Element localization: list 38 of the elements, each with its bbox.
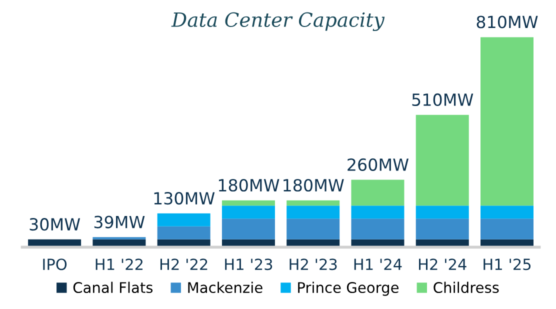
- annotation: 260MW: [348, 158, 409, 171]
- legend-label: Canal Flats: [73, 282, 153, 294]
- x-tick-label: H2 '22: [160, 258, 208, 270]
- bar: [351, 218, 404, 240]
- bar: [222, 206, 275, 219]
- bar: [480, 218, 534, 240]
- x-tick-label: IPO: [43, 258, 67, 270]
- bar: [416, 114, 469, 206]
- x-tick-label: H1 '23: [225, 258, 272, 270]
- bar: [416, 206, 469, 219]
- x-tick-label: H1 '24: [354, 258, 402, 270]
- x-tick-label: H1 '22: [96, 258, 143, 270]
- legend-label: Prince George: [298, 282, 399, 296]
- annotation: 180MW: [218, 178, 280, 192]
- bar: [480, 37, 534, 206]
- annotation: 510MW: [412, 93, 474, 106]
- bar: [222, 200, 275, 206]
- bar: [416, 218, 469, 240]
- bar: [157, 213, 210, 226]
- annotation: 810MW: [476, 16, 538, 28]
- bar: [157, 226, 210, 240]
- bar: [286, 200, 340, 206]
- annotation: 39MW: [94, 216, 145, 228]
- bar: [480, 206, 534, 219]
- bar: [286, 206, 340, 219]
- annotation: 130MW: [154, 192, 215, 205]
- x-tick-label: H2 '24: [419, 258, 466, 270]
- chart-title: Data Center Capacity: [171, 12, 385, 32]
- legend-label: Childress: [434, 282, 499, 294]
- x-tick-label: H1 '25: [484, 258, 531, 270]
- annotation: 180MW: [284, 178, 344, 192]
- bar: [351, 180, 404, 206]
- x-tick-label: H2 '23: [290, 258, 337, 270]
- bar: [286, 218, 340, 240]
- bar: [222, 218, 275, 240]
- annotation: 30MW: [30, 218, 80, 231]
- bar: [351, 206, 404, 219]
- legend-label: Mackenzie: [188, 282, 262, 294]
